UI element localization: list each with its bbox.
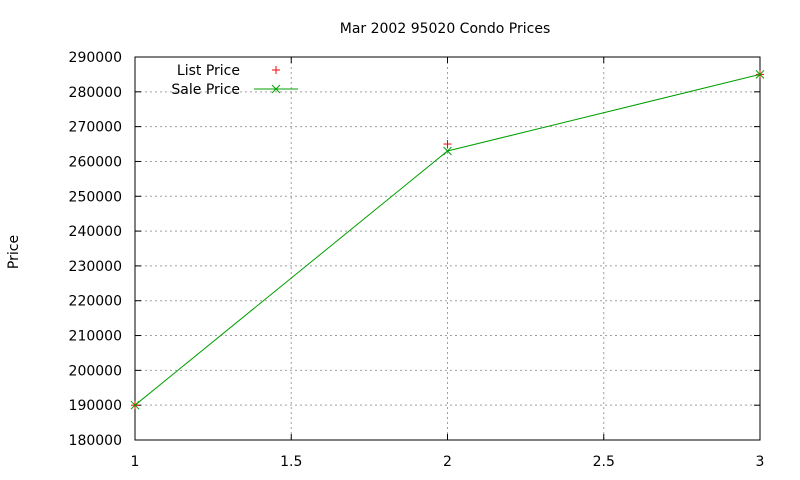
y-tick-label: 260000 <box>69 154 122 170</box>
x-tick-label: 3 <box>756 454 765 470</box>
x-tick-label: 2 <box>443 454 452 470</box>
plot-border <box>134 56 761 441</box>
y-tick-label: 220000 <box>69 294 122 310</box>
legend: List Price Sale Price <box>171 63 298 98</box>
series-layer <box>130 70 765 410</box>
y-tick-label: 290000 <box>69 50 122 66</box>
series-sale-price <box>130 70 765 410</box>
x-tick-label: 1 <box>131 454 140 470</box>
y-tick-label: 240000 <box>69 224 122 240</box>
data-point-list-price <box>443 140 452 149</box>
y-tick-label: 230000 <box>69 259 122 275</box>
y-tick-label: 250000 <box>69 189 122 205</box>
x-tick-labels: 1 1.5 2 2.5 3 <box>131 454 765 470</box>
x-tick-label: 2.5 <box>593 454 615 470</box>
data-point-sale-price <box>755 70 765 79</box>
y-tick-label: 190000 <box>69 398 122 414</box>
legend-marker-sale-price-d2 <box>271 84 281 94</box>
data-point-sale-price-d2 <box>443 146 452 156</box>
data-point-sale-price <box>443 146 452 156</box>
legend-label-list-price: List Price <box>177 63 240 79</box>
data-point-sale-price-d2 <box>755 70 765 79</box>
y-tick-label: 280000 <box>69 85 122 101</box>
chart-title: Mar 2002 95020 Condo Prices <box>340 21 551 37</box>
y-axis-label: Price <box>6 235 22 269</box>
y-tick-labels: 180000 190000 200000 210000 220000 230000 2400… <box>69 50 122 449</box>
y-tick-label: 200000 <box>69 363 122 379</box>
data-point-sale-price-d2 <box>130 400 140 410</box>
y-tick-label: 210000 <box>69 329 122 345</box>
legend-label-sale-price: Sale Price <box>171 82 240 98</box>
series-line-sale-price <box>134 73 761 406</box>
y-tick-label: 270000 <box>69 120 122 136</box>
data-point-sale-price <box>130 400 140 410</box>
y-tick-label: 180000 <box>69 433 122 449</box>
legend-marker-list-price <box>272 66 280 74</box>
grid-lines <box>135 57 760 440</box>
legend-marker-sale-price <box>271 84 281 94</box>
x-tick-label: 1.5 <box>280 454 302 470</box>
